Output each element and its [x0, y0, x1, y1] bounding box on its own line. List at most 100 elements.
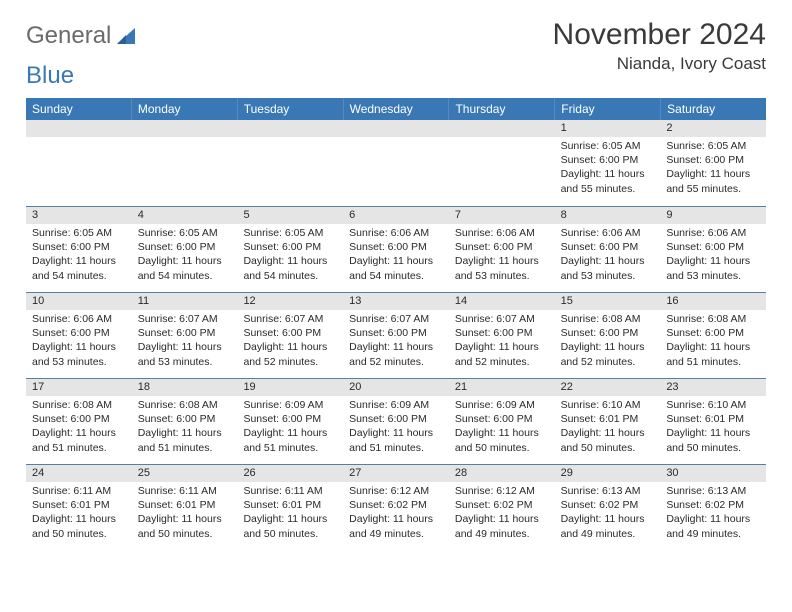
- day-cell: 9Sunrise: 6:06 AMSunset: 6:00 PMDaylight…: [660, 206, 766, 292]
- day-cell: 29Sunrise: 6:13 AMSunset: 6:02 PMDayligh…: [555, 464, 661, 550]
- day-cell: 4 Sunrise: 6:05 AMSunset: 6:00 PMDaylight…: [132, 206, 238, 292]
- day-of-week-header: Sunday Monday Tuesday Wednesday Thursday…: [26, 98, 766, 120]
- dow-thu: Thursday: [449, 98, 555, 120]
- day-number: 1: [555, 120, 661, 137]
- day-cell: 27Sunrise: 6:12 AMSunset: 6:02 PMDayligh…: [343, 464, 449, 550]
- day-details: Sunrise: 6:05 AMSunset: 6:00 PMDaylight:…: [237, 224, 343, 283]
- daylight-text: Daylight: 11 hours and 54 minutes.: [349, 254, 443, 282]
- sunrise-text: Sunrise: 6:09 AM: [455, 398, 549, 412]
- day-cell: 11Sunrise: 6:07 AMSunset: 6:00 PMDayligh…: [132, 292, 238, 378]
- day-details: Sunrise: 6:13 AMSunset: 6:02 PMDaylight:…: [555, 482, 661, 541]
- daylight-text: Daylight: 11 hours and 54 minutes.: [243, 254, 337, 282]
- sunrise-text: Sunrise: 6:09 AM: [349, 398, 443, 412]
- day-details: Sunrise: 6:05 AMSunset: 6:00 PMDaylight:…: [660, 137, 766, 196]
- dow-wed: Wednesday: [344, 98, 450, 120]
- day-number: [26, 120, 132, 137]
- day-number: 24: [26, 465, 132, 482]
- logo-sail-icon: [115, 26, 137, 46]
- sunrise-text: Sunrise: 6:05 AM: [138, 226, 232, 240]
- day-number: 12: [237, 293, 343, 310]
- daylight-text: Daylight: 11 hours and 50 minutes.: [455, 426, 549, 454]
- sunrise-text: Sunrise: 6:13 AM: [561, 484, 655, 498]
- sunset-text: Sunset: 6:00 PM: [455, 326, 549, 340]
- day-details: Sunrise: 6:10 AMSunset: 6:01 PMDaylight:…: [555, 396, 661, 455]
- day-details: Sunrise: 6:11 AMSunset: 6:01 PMDaylight:…: [132, 482, 238, 541]
- day-number: 17: [26, 379, 132, 396]
- daylight-text: Daylight: 11 hours and 52 minutes.: [561, 340, 655, 368]
- week-row: 17Sunrise: 6:08 AMSunset: 6:00 PMDayligh…: [26, 378, 766, 464]
- day-cell: 5Sunrise: 6:05 AMSunset: 6:00 PMDaylight…: [237, 206, 343, 292]
- day-number: 2: [660, 120, 766, 137]
- sunset-text: Sunset: 6:00 PM: [243, 240, 337, 254]
- sunset-text: Sunset: 6:00 PM: [32, 326, 126, 340]
- sunrise-text: Sunrise: 6:08 AM: [32, 398, 126, 412]
- sunrise-text: Sunrise: 6:12 AM: [455, 484, 549, 498]
- sunrise-text: Sunrise: 6:08 AM: [138, 398, 232, 412]
- day-number: [237, 120, 343, 137]
- sunset-text: Sunset: 6:02 PM: [561, 498, 655, 512]
- day-cell: [237, 120, 343, 206]
- day-number: 9: [660, 207, 766, 224]
- sunrise-text: Sunrise: 6:06 AM: [666, 226, 760, 240]
- sunset-text: Sunset: 6:00 PM: [349, 326, 443, 340]
- sunset-text: Sunset: 6:00 PM: [561, 153, 655, 167]
- daylight-text: Daylight: 11 hours and 52 minutes.: [455, 340, 549, 368]
- daylight-text: Daylight: 11 hours and 50 minutes.: [561, 426, 655, 454]
- sunset-text: Sunset: 6:00 PM: [561, 326, 655, 340]
- day-number: 3: [26, 207, 132, 224]
- dow-mon: Monday: [132, 98, 238, 120]
- sunset-text: Sunset: 6:00 PM: [138, 240, 232, 254]
- sunrise-text: Sunrise: 6:09 AM: [243, 398, 337, 412]
- sunrise-text: Sunrise: 6:07 AM: [455, 312, 549, 326]
- sunset-text: Sunset: 6:02 PM: [666, 498, 760, 512]
- day-number: 27: [343, 465, 449, 482]
- sunset-text: Sunset: 6:01 PM: [138, 498, 232, 512]
- day-number: 5: [237, 207, 343, 224]
- sunset-text: Sunset: 6:00 PM: [349, 240, 443, 254]
- sunrise-text: Sunrise: 6:08 AM: [666, 312, 760, 326]
- day-cell: [343, 120, 449, 206]
- day-cell: [132, 120, 238, 206]
- sunrise-text: Sunrise: 6:05 AM: [561, 139, 655, 153]
- day-number: 6: [343, 207, 449, 224]
- day-details: Sunrise: 6:07 AMSunset: 6:00 PMDaylight:…: [343, 310, 449, 369]
- day-details: Sunrise: 6:07 AMSunset: 6:00 PMDaylight:…: [132, 310, 238, 369]
- sunrise-text: Sunrise: 6:07 AM: [138, 312, 232, 326]
- day-number: 25: [132, 465, 238, 482]
- sunrise-text: Sunrise: 6:12 AM: [349, 484, 443, 498]
- sunset-text: Sunset: 6:02 PM: [455, 498, 549, 512]
- sunset-text: Sunset: 6:01 PM: [561, 412, 655, 426]
- daylight-text: Daylight: 11 hours and 51 minutes.: [666, 340, 760, 368]
- sunset-text: Sunset: 6:00 PM: [666, 240, 760, 254]
- sunset-text: Sunset: 6:00 PM: [243, 326, 337, 340]
- sunset-text: Sunset: 6:00 PM: [455, 412, 549, 426]
- day-number: 4: [132, 207, 238, 224]
- sunset-text: Sunset: 6:00 PM: [561, 240, 655, 254]
- day-cell: 13Sunrise: 6:07 AMSunset: 6:00 PMDayligh…: [343, 292, 449, 378]
- sunrise-text: Sunrise: 6:11 AM: [32, 484, 126, 498]
- day-cell: 7Sunrise: 6:06 AMSunset: 6:00 PMDaylight…: [449, 206, 555, 292]
- day-number: 23: [660, 379, 766, 396]
- sunset-text: Sunset: 6:00 PM: [349, 412, 443, 426]
- day-details: Sunrise: 6:06 AMSunset: 6:00 PMDaylight:…: [555, 224, 661, 283]
- day-number: 26: [237, 465, 343, 482]
- daylight-text: Daylight: 11 hours and 54 minutes.: [138, 254, 232, 282]
- day-cell: 30Sunrise: 6:13 AMSunset: 6:02 PMDayligh…: [660, 464, 766, 550]
- sunrise-text: Sunrise: 6:11 AM: [243, 484, 337, 498]
- day-cell: 28Sunrise: 6:12 AMSunset: 6:02 PMDayligh…: [449, 464, 555, 550]
- day-number: 18: [132, 379, 238, 396]
- daylight-text: Daylight: 11 hours and 53 minutes.: [561, 254, 655, 282]
- sunrise-text: Sunrise: 6:05 AM: [243, 226, 337, 240]
- day-cell: 18Sunrise: 6:08 AMSunset: 6:00 PMDayligh…: [132, 378, 238, 464]
- calendar-page: General November 2024 Nianda, Ivory Coas…: [0, 0, 792, 560]
- daylight-text: Daylight: 11 hours and 55 minutes.: [561, 167, 655, 195]
- dow-fri: Friday: [555, 98, 661, 120]
- calendar-grid: Sunday Monday Tuesday Wednesday Thursday…: [26, 98, 766, 550]
- day-details: Sunrise: 6:08 AMSunset: 6:00 PMDaylight:…: [132, 396, 238, 455]
- day-number: 8: [555, 207, 661, 224]
- sunset-text: Sunset: 6:00 PM: [138, 326, 232, 340]
- day-details: Sunrise: 6:06 AMSunset: 6:00 PMDaylight:…: [449, 224, 555, 283]
- day-cell: 12Sunrise: 6:07 AMSunset: 6:00 PMDayligh…: [237, 292, 343, 378]
- day-details: Sunrise: 6:11 AMSunset: 6:01 PMDaylight:…: [26, 482, 132, 541]
- day-details: Sunrise: 6:11 AMSunset: 6:01 PMDaylight:…: [237, 482, 343, 541]
